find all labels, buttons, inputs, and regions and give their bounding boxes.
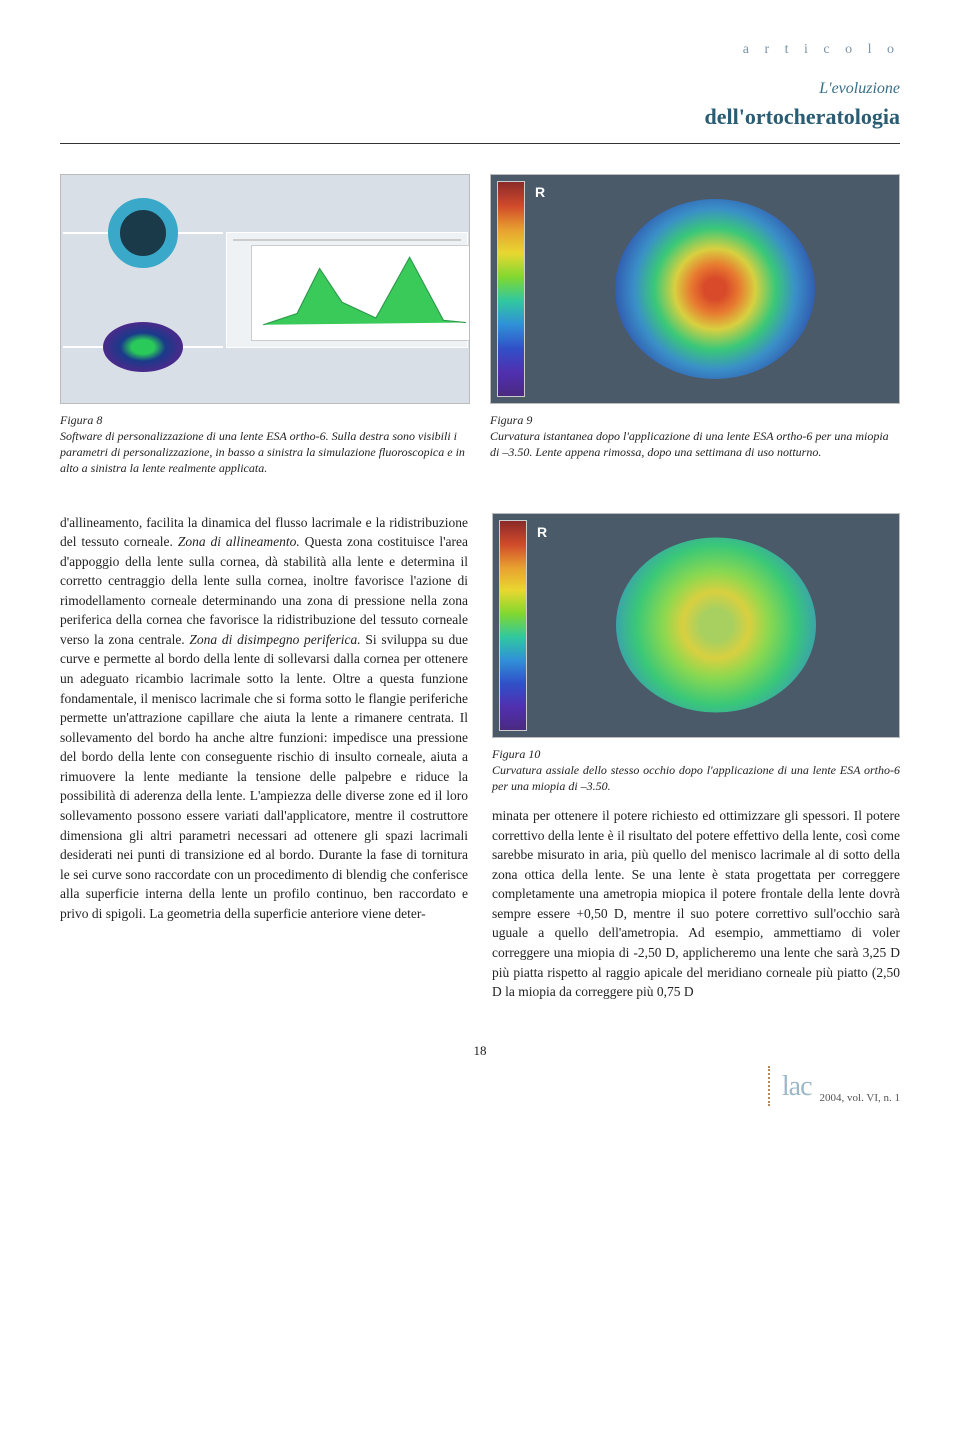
- right-column-text: minata per ottenere il potere richiesto …: [492, 806, 900, 1002]
- color-scale: [499, 520, 527, 731]
- figure-9-label: Figura 9: [490, 413, 532, 427]
- divider: [60, 143, 900, 144]
- figure-8-label: Figura 8: [60, 413, 102, 427]
- figure-10-label: Figura 10: [492, 747, 540, 761]
- figure-9-column: R Figura 9 Curvatura istantanea dopo l'a…: [490, 174, 900, 477]
- figure-10-block: R Figura 10 Curvatura assiale dello stes…: [492, 513, 900, 795]
- figure-8-text: Software di personalizzazione di una len…: [60, 429, 465, 475]
- article-title-block: L'evoluzione dell'ortocheratologia: [60, 78, 900, 133]
- left-column-text: d'allineamento, facilita la dinamica del…: [60, 513, 468, 924]
- color-scale: [497, 181, 525, 397]
- section-tag: a r t i c o l o: [60, 40, 900, 60]
- right-column: R Figura 10 Curvatura assiale dello stes…: [492, 513, 900, 1002]
- figure-9-text: Curvatura istantanea dopo l'applicazione…: [490, 429, 889, 459]
- figure-row-top: Figura 8 Software di personalizzazione d…: [60, 174, 900, 477]
- journal-logo: lac: [782, 1067, 812, 1106]
- figure-9-image: R: [490, 174, 900, 404]
- figure-10-text: Curvatura assiale dello stesso occhio do…: [492, 763, 900, 793]
- body-columns: d'allineamento, facilita la dinamica del…: [60, 513, 900, 1002]
- eye-indicator-r: R: [537, 522, 547, 542]
- eye-indicator-r: R: [535, 183, 545, 203]
- figure-9-caption: Figura 9 Curvatura istantanea dopo l'app…: [490, 412, 900, 461]
- figure-10-image: R: [492, 513, 900, 738]
- figure-8-caption: Figura 8 Software di personalizzazione d…: [60, 412, 470, 477]
- title-superscript: L'evoluzione: [60, 78, 900, 100]
- footer: lac 2004, vol. VI, n. 1: [60, 1066, 900, 1106]
- left-column: d'allineamento, facilita la dinamica del…: [60, 513, 468, 1002]
- figure-8-column: Figura 8 Software di personalizzazione d…: [60, 174, 470, 477]
- footer-dots: [768, 1066, 770, 1106]
- figure-10-caption: Figura 10 Curvatura assiale dello stesso…: [492, 746, 900, 795]
- issue-info: 2004, vol. VI, n. 1: [820, 1091, 900, 1106]
- figure-8-image: [60, 174, 470, 404]
- page-number: 18: [60, 1042, 900, 1060]
- title-main: dell'ortocheratologia: [60, 102, 900, 133]
